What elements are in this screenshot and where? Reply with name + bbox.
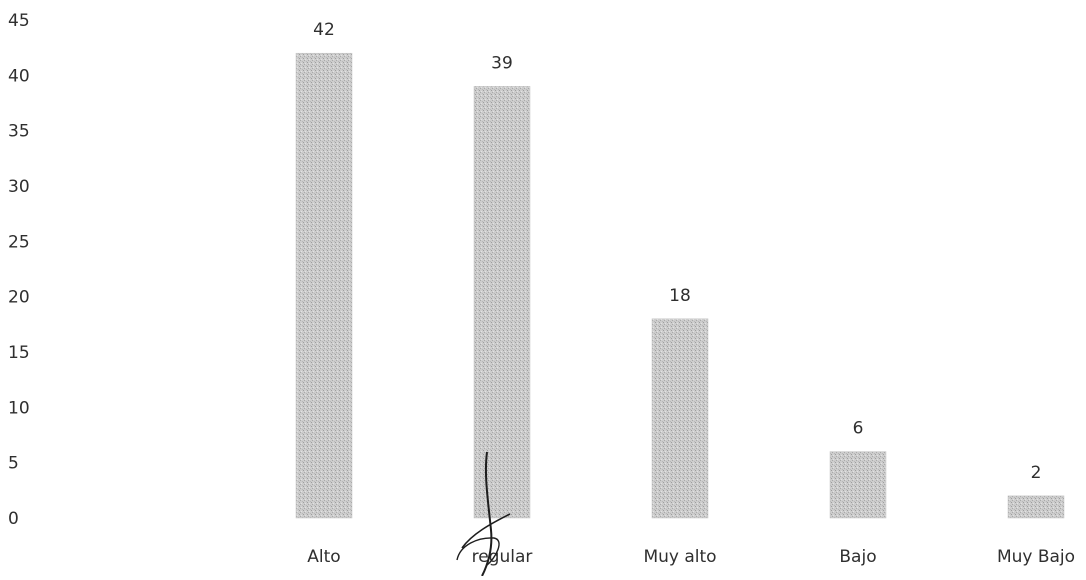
bar: [473, 86, 531, 519]
x-tick-label: Muy Bajo: [997, 547, 1075, 567]
y-tick-label: 40: [8, 66, 30, 86]
x-axis: Alto regular Muy alto Bajo Muy Bajo: [307, 547, 1075, 567]
signature-mark: [456, 451, 511, 577]
y-tick-label: 35: [8, 122, 30, 142]
data-label: 2: [1031, 463, 1042, 483]
y-tick-label: 5: [8, 454, 19, 474]
y-tick-label: 0: [8, 509, 19, 529]
x-tick-label: Muy alto: [643, 547, 716, 567]
data-label: 18: [669, 286, 691, 306]
data-label: 42: [313, 20, 335, 40]
data-labels: 42 39 18 6 2: [313, 20, 1041, 483]
y-axis: 0 5 10 15 20 25 30 35 40 45: [8, 11, 30, 529]
bars: [295, 52, 1065, 519]
y-tick-label: 25: [8, 232, 30, 252]
data-label: 39: [491, 53, 513, 73]
bar: [295, 52, 353, 519]
y-tick-label: 30: [8, 177, 30, 197]
y-tick-label: 45: [8, 11, 30, 31]
data-label: 6: [853, 419, 864, 439]
x-tick-label: Alto: [307, 547, 340, 567]
y-tick-label: 10: [8, 398, 30, 418]
bar: [651, 318, 709, 519]
x-tick-label: regular: [472, 547, 533, 567]
bar: [1007, 495, 1065, 519]
bar: [829, 451, 887, 519]
x-tick-label: Bajo: [839, 547, 876, 567]
y-tick-label: 15: [8, 343, 30, 363]
y-tick-label: 20: [8, 288, 30, 308]
